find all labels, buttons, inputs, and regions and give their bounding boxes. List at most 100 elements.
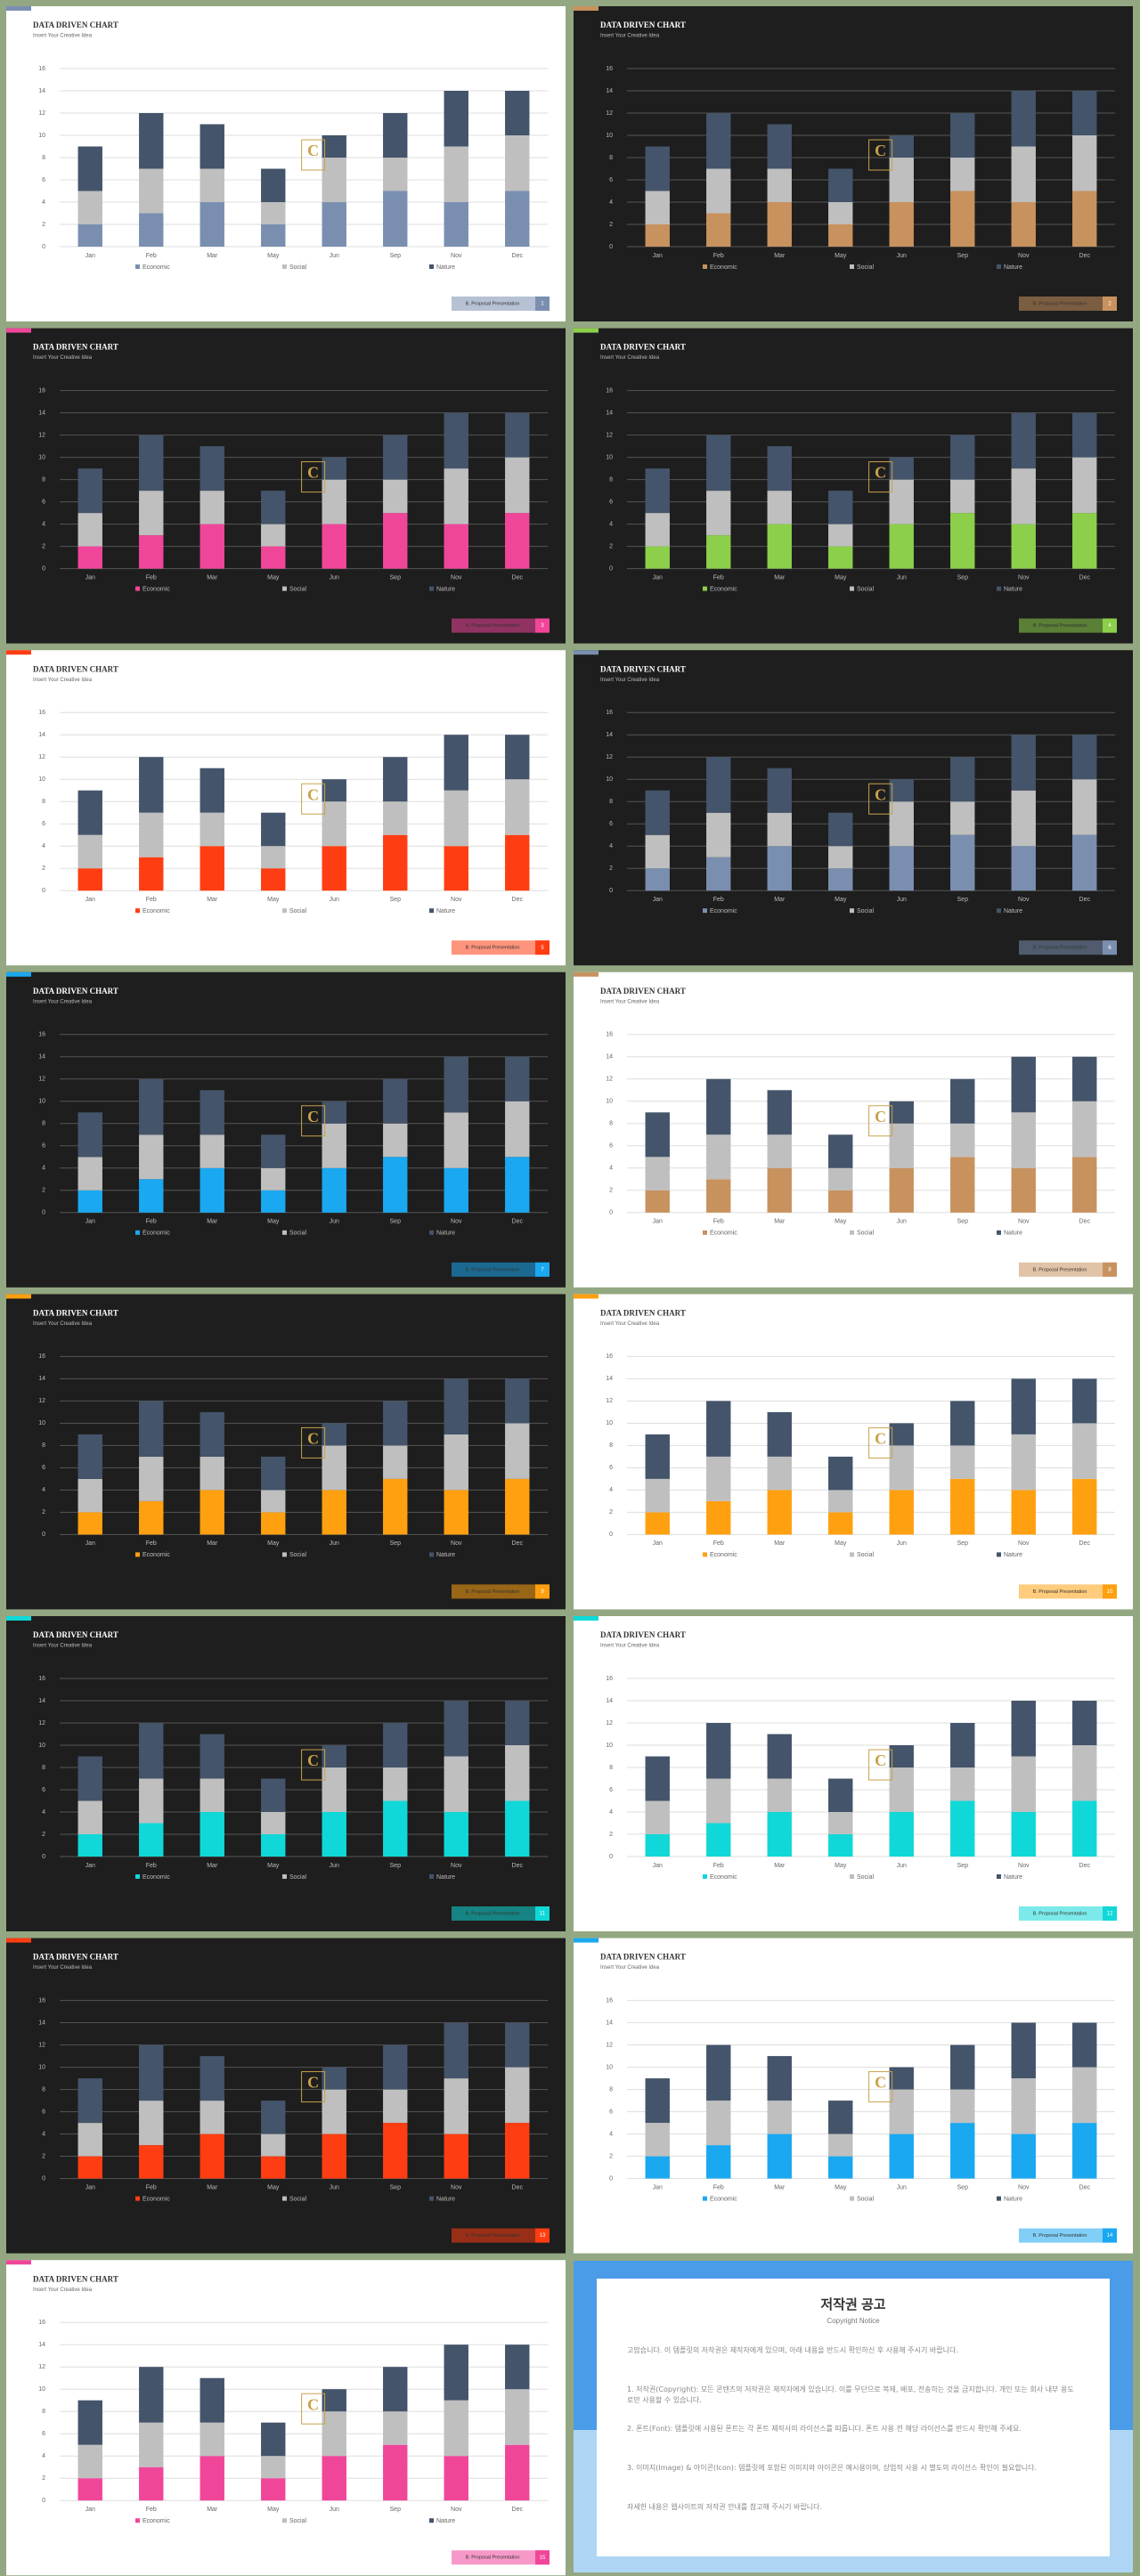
bar-segment xyxy=(1011,1378,1036,1434)
y-tick-label: 0 xyxy=(42,1532,45,1538)
footer-page-box xyxy=(535,1584,550,1599)
legend-swatch xyxy=(135,1552,140,1557)
x-tick-label: May xyxy=(267,897,280,903)
y-tick-label: 8 xyxy=(609,1765,613,1771)
bar-segment xyxy=(767,1090,792,1135)
bar-segment xyxy=(322,135,346,158)
x-tick-label: Feb xyxy=(146,253,157,259)
bar-segment xyxy=(200,2056,224,2101)
bar-segment xyxy=(77,1157,102,1190)
legend-swatch xyxy=(282,1552,287,1557)
bar-segment xyxy=(200,2101,224,2134)
footer-page-box xyxy=(1103,2228,1117,2243)
legend-swatch xyxy=(997,1874,1001,1879)
legend-swatch xyxy=(997,1230,1001,1235)
bar-segment xyxy=(950,757,975,802)
y-tick-label: 16 xyxy=(606,1676,613,1682)
chart-title: DATA DRIVEN CHART xyxy=(33,1630,118,1639)
notice-paragraph: 자세한 내용은 웹사이트의 저작권 안내를 참고해 주시기 바랍니다. xyxy=(627,2503,823,2511)
chart-subtitle: Insert Your Creative Idea xyxy=(600,34,660,39)
bar-segment xyxy=(505,2022,530,2068)
legend-swatch xyxy=(135,264,140,269)
y-tick-label: 2 xyxy=(42,543,45,549)
y-tick-label: 0 xyxy=(42,1210,45,1216)
legend-label: Social xyxy=(289,1552,307,1558)
y-tick-label: 16 xyxy=(606,1997,613,2003)
y-tick-label: 2 xyxy=(609,2153,613,2159)
bar-segment xyxy=(444,1056,468,1113)
bar-segment xyxy=(706,757,731,813)
y-tick-label: 16 xyxy=(38,387,45,394)
legend-swatch xyxy=(850,1230,854,1235)
bar-segment xyxy=(645,1434,670,1479)
slide: DATA DRIVEN CHART Insert Your Creative Id… xyxy=(574,1294,1133,1610)
bar-segment xyxy=(1072,1701,1097,1745)
bar-segment xyxy=(200,1490,224,1535)
bar-segment xyxy=(322,479,346,524)
logo-box xyxy=(868,461,893,493)
bar-segment xyxy=(77,1434,102,1479)
bar-segment xyxy=(1072,2123,1097,2179)
x-tick-label: Feb xyxy=(146,574,157,581)
bar-segment xyxy=(1011,1434,1036,1491)
bar-segment xyxy=(889,2133,914,2179)
y-tick-label: 0 xyxy=(42,244,45,250)
bar-segment xyxy=(1072,1056,1097,1101)
bar-segment xyxy=(261,202,286,224)
bar-segment xyxy=(261,1512,286,1535)
x-tick-label: Jun xyxy=(330,1863,339,1869)
logo-box xyxy=(301,1426,326,1459)
bar-segment xyxy=(444,1490,468,1535)
y-tick-label: 10 xyxy=(606,1743,613,1749)
chart-subtitle: Insert Your Creative Idea xyxy=(600,355,660,361)
legend-swatch xyxy=(135,2518,140,2523)
footer-bar xyxy=(1019,297,1117,311)
logo-box xyxy=(301,2071,326,2103)
bar-segment xyxy=(1072,2022,1097,2068)
y-tick-label: 14 xyxy=(38,88,45,94)
chart-title: DATA DRIVEN CHART xyxy=(33,1953,118,1962)
x-tick-label: Mar xyxy=(207,574,218,581)
bar-segment xyxy=(1072,513,1097,569)
x-tick-label: Nov xyxy=(451,2184,462,2190)
y-tick-label: 16 xyxy=(606,66,613,72)
legend-swatch xyxy=(850,586,854,591)
logo-box xyxy=(301,783,326,815)
y-tick-label: 6 xyxy=(42,499,45,505)
bar-segment xyxy=(1011,91,1036,147)
y-tick-label: 2 xyxy=(609,865,613,872)
y-tick-label: 8 xyxy=(609,476,613,483)
y-tick-label: 8 xyxy=(609,155,613,161)
bar-segment xyxy=(200,2422,224,2457)
y-tick-label: 6 xyxy=(609,1143,613,1150)
logo-mark: C xyxy=(875,1751,886,1769)
x-tick-label: Dec xyxy=(1079,574,1091,581)
bar-segment xyxy=(767,1490,792,1535)
bar-segment xyxy=(261,1456,286,1491)
footer-text: B. Proposal Presentation xyxy=(466,301,520,306)
x-tick-label: Sep xyxy=(390,2184,402,2190)
legend-label: Nature xyxy=(1004,264,1022,271)
x-tick-label: Sep xyxy=(390,1219,402,1225)
bar-segment xyxy=(322,2067,346,2090)
bar-segment xyxy=(706,1823,731,1857)
bar-segment xyxy=(645,1756,670,1801)
x-tick-label: Sep xyxy=(957,1863,969,1869)
bar-segment xyxy=(767,168,792,202)
bar-segment xyxy=(444,846,468,891)
bar-segment xyxy=(139,1778,164,1824)
bar-segment xyxy=(444,2400,468,2457)
y-tick-label: 4 xyxy=(609,1166,613,1172)
y-tick-label: 10 xyxy=(38,454,45,460)
y-tick-label: 16 xyxy=(38,1032,45,1038)
bar-segment xyxy=(261,1778,286,1812)
x-tick-label: Dec xyxy=(1079,897,1091,903)
bar-segment xyxy=(139,812,164,857)
bar-segment xyxy=(77,2123,102,2157)
x-tick-label: Feb xyxy=(713,1219,724,1225)
bar-segment xyxy=(1072,1423,1097,1479)
bar-segment xyxy=(950,1800,975,1857)
logo-box xyxy=(301,2393,326,2425)
footer-text: B. Proposal Presentation xyxy=(1033,623,1087,629)
legend-label: Nature xyxy=(436,2518,455,2524)
